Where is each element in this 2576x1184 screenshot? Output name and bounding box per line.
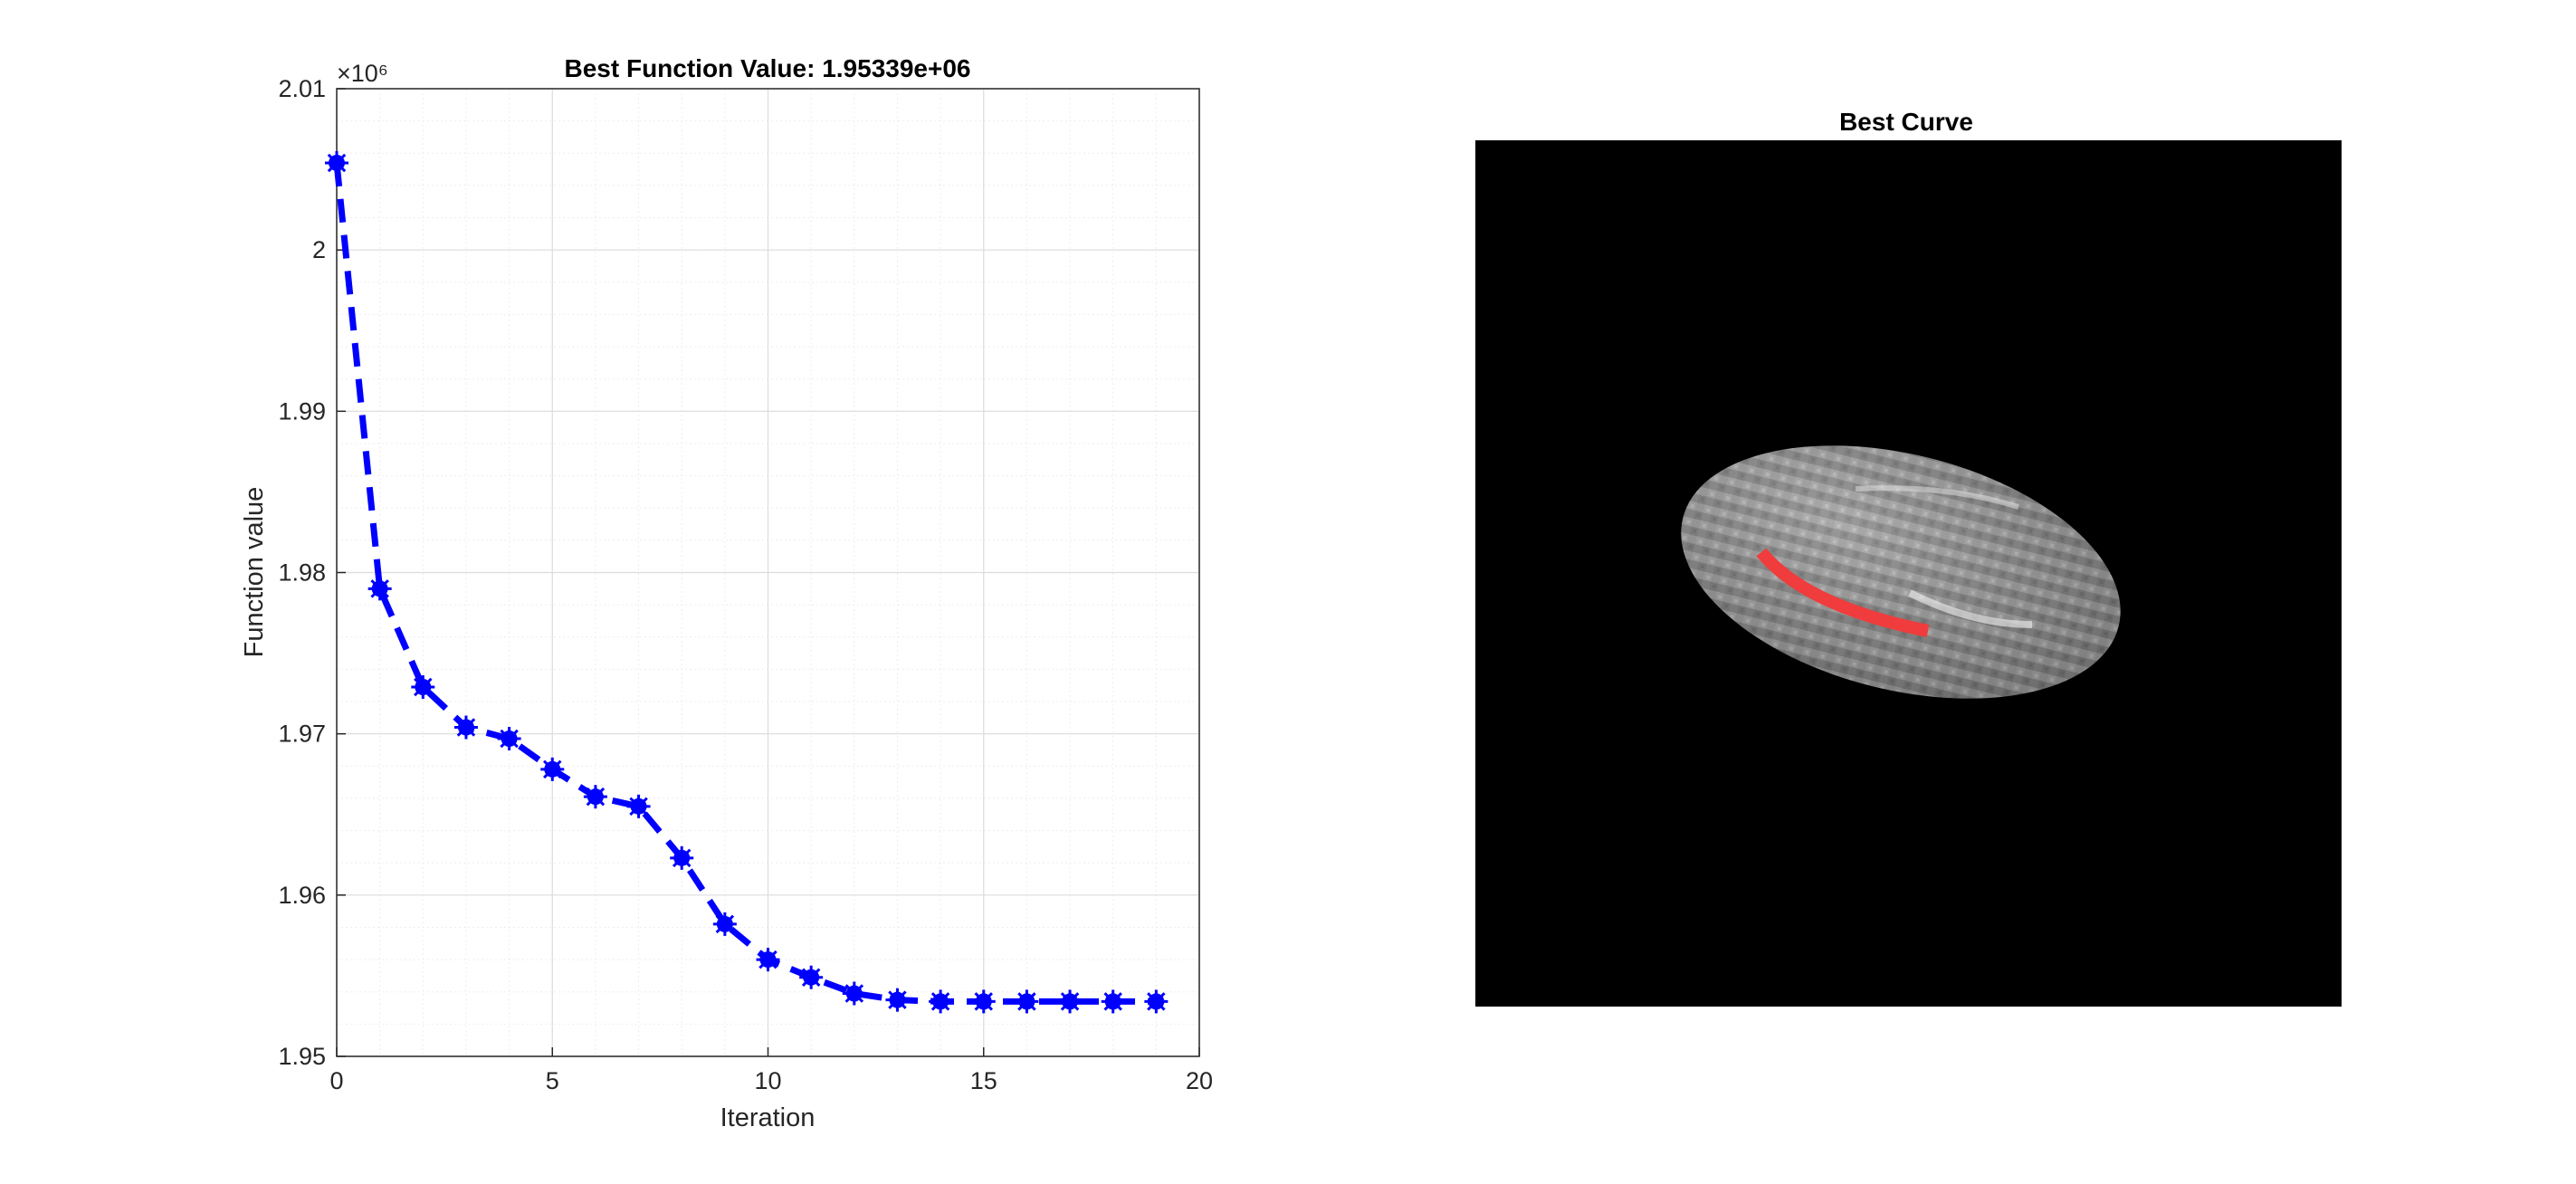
y-tick-label: 2.01 — [278, 75, 326, 102]
data-point-marker — [799, 965, 824, 989]
best-curve-path — [1756, 548, 1930, 637]
y-exponent-label: ×10⁶ — [337, 60, 388, 87]
y-tick-label: 1.99 — [278, 397, 326, 425]
function-value-plot: 0 5 10 15 20 1.95 1.96 1.97 1.98 1.99 2 2.01 Best … — [240, 54, 1213, 1132]
series-markers — [325, 150, 1169, 1014]
data-point-marker — [1144, 989, 1169, 1014]
x-tick-label: 15 — [970, 1067, 997, 1094]
grayscale-ellipse-object — [1681, 445, 2121, 699]
data-point-marker — [929, 989, 953, 1014]
x-tick-label: 10 — [754, 1067, 781, 1094]
data-point-marker — [1058, 989, 1083, 1014]
data-point-marker — [1015, 989, 1039, 1014]
data-point-marker — [367, 577, 392, 601]
x-tick-label: 20 — [1186, 1067, 1213, 1094]
x-axis-label: Iteration — [720, 1103, 816, 1132]
right-chart-title: Best Curve — [1839, 108, 1973, 136]
y-tick-label: 1.97 — [278, 721, 326, 748]
best-curve-plot: Best Curve — [1475, 108, 2342, 1007]
x-ticks: 0 5 10 15 20 — [329, 1047, 1213, 1094]
data-point-marker — [971, 989, 996, 1014]
y-tick-label: 2 — [312, 236, 326, 263]
y-tick-label: 1.98 — [278, 559, 326, 587]
data-point-marker — [756, 948, 780, 972]
data-point-marker — [712, 912, 737, 936]
y-axis-label: Function value — [240, 487, 269, 658]
data-point-marker — [540, 757, 565, 781]
data-point-marker — [325, 150, 348, 175]
left-chart-title: Best Function Value: 1.95339e+06 — [565, 54, 971, 82]
data-point-marker — [670, 845, 694, 870]
data-point-marker — [1101, 989, 1125, 1014]
y-tick-label: 1.95 — [278, 1043, 326, 1070]
data-point-marker — [411, 674, 435, 699]
data-point-marker — [626, 794, 651, 818]
data-point-marker — [583, 785, 607, 809]
data-point-marker — [842, 981, 866, 1006]
y-ticks: 1.95 1.96 1.97 1.98 1.99 2 2.01 — [278, 75, 346, 1070]
x-tick-label: 0 — [329, 1067, 343, 1094]
x-tick-label: 5 — [546, 1067, 559, 1094]
data-point-marker — [453, 715, 478, 740]
data-point-marker — [497, 727, 521, 751]
data-point-marker — [885, 988, 910, 1012]
y-tick-label: 1.96 — [278, 882, 326, 909]
